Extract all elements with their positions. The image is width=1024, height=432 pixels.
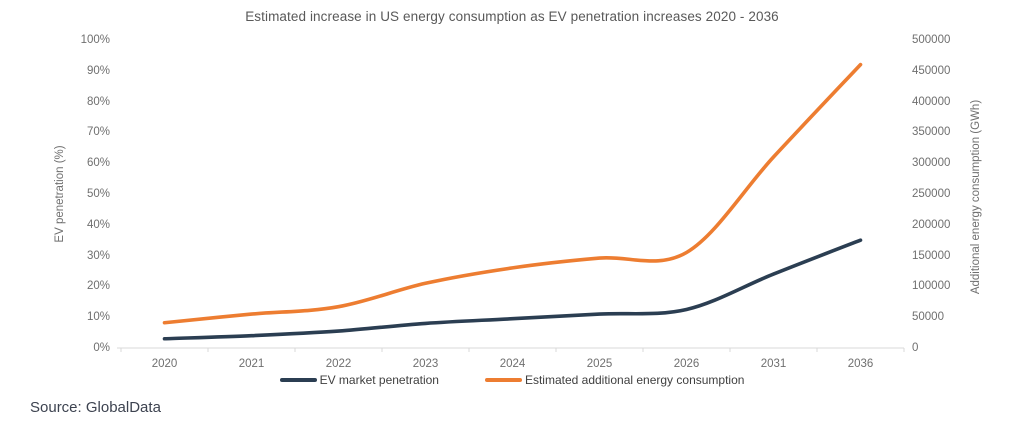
x-axis-tick-label: 2024 [499,358,526,370]
y-axis-right-tick-label: 300000 [912,157,951,170]
left-axis-title: EV penetration (%) [54,145,66,243]
series-line-1 [162,62,863,325]
y-axis-left-tick-label: 50% [86,188,110,200]
y-axis-left-tick-label: 0% [93,342,110,354]
legend-item-1: Estimated additional energy consumption [484,373,745,387]
y-axis-right-tick-label: 500000 [912,34,951,46]
x-axis-tick-label: 2021 [238,358,265,370]
y-axis-left-tick-label: 90% [86,64,110,77]
x-axis-tick-label: 2025 [586,358,613,370]
legend-label: Estimated additional energy consumption [524,373,745,387]
y-axis-left-tick-label: 30% [86,249,110,262]
y-axis-left-tick-label: 40% [86,218,110,231]
x-axis-tick-label: 2022 [325,358,352,370]
y-axis-right-tick-label: 150000 [912,249,951,262]
y-axis-left-tick-label: 60% [86,157,110,170]
legend-swatch-icon [484,378,522,382]
y-axis-right-tick-label: 50000 [912,311,944,324]
x-axis-tick-label: 2031 [760,358,787,370]
legend-item-0: EV market penetration [279,373,439,387]
y-axis-right-tick-label: 350000 [912,126,951,139]
right-axis-title: Additional energy consumption (GWh) [970,99,982,295]
series-line-0 [162,238,863,341]
y-axis-left-tick-label: 80% [86,95,110,108]
y-axis-right-tick-label: 400000 [912,95,951,108]
y-axis-left-tick-label: 10% [86,311,110,324]
y-axis-right-tick-label: 200000 [912,218,951,231]
legend-swatch-icon [279,378,317,382]
x-axis-tick-label: 2023 [412,358,439,370]
chart-title: Estimated increase in US energy consumpt… [245,9,779,24]
y-axis-left-tick-label: 70% [86,126,110,139]
source-note: Source: GlobalData [30,399,161,416]
y-axis-right-tick-label: 100000 [912,280,951,293]
y-axis-right-tick-label: 450000 [912,64,951,77]
y-axis-left-tick-label: 100% [80,34,110,46]
legend-label: EV market penetration [319,373,439,387]
y-axis-right-tick-label: 250000 [912,188,951,200]
y-axis-right-tick-label: 0 [912,342,919,354]
x-axis-tick-label: 2020 [151,358,178,370]
y-axis-left-tick-label: 20% [86,280,110,293]
legend: EV market penetration Estimated additiona… [0,373,1024,387]
x-axis-tick-label: 2026 [673,358,700,370]
x-axis-tick-label: 2036 [847,358,874,370]
